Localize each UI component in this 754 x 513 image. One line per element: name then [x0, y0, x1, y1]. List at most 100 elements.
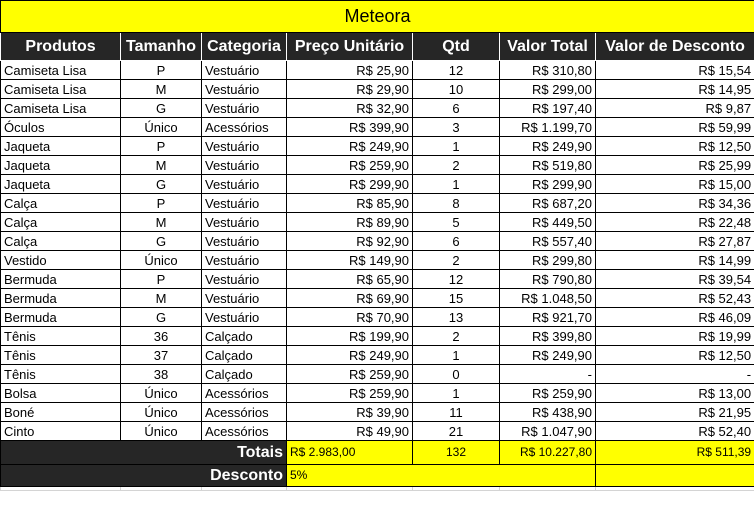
cell-categoria[interactable]: Vestuário	[201, 193, 287, 213]
cell-produto[interactable]: Bermuda	[0, 269, 121, 289]
cell-qtd[interactable]: 1	[412, 383, 500, 403]
cell-preco-unitario[interactable]: R$ 92,90	[286, 231, 413, 251]
cell-produto[interactable]: Tênis	[0, 326, 121, 346]
cell-valor-desconto[interactable]: R$ 15,00	[594, 174, 754, 194]
cell-produto[interactable]: Bermuda	[0, 288, 121, 308]
cell-produto[interactable]: Calça	[0, 231, 121, 251]
cell-produto[interactable]: Tênis	[0, 345, 121, 365]
sheet-title[interactable]: Meteora	[0, 0, 754, 33]
cell-tamanho[interactable]: Único	[120, 383, 202, 403]
cell-produto[interactable]: Bermuda	[0, 307, 121, 327]
cell-preco-unitario[interactable]: R$ 199,90	[286, 326, 413, 346]
cell-preco-unitario[interactable]: R$ 149,90	[286, 250, 413, 270]
cell-produto[interactable]: Calça	[0, 193, 121, 213]
empty-cell[interactable]	[499, 486, 596, 491]
cell-produto[interactable]: Camiseta Lisa	[0, 60, 121, 80]
cell-categoria[interactable]: Calçado	[201, 364, 287, 384]
cell-tamanho[interactable]: P	[120, 60, 202, 80]
cell-valor-total[interactable]: R$ 449,50	[499, 212, 596, 232]
empty-cell[interactable]	[201, 486, 287, 491]
cell-categoria[interactable]: Vestuário	[201, 231, 287, 251]
cell-valor-total[interactable]: R$ 310,80	[499, 60, 596, 80]
empty-cell[interactable]	[120, 486, 202, 491]
cell-produto[interactable]: Jaqueta	[0, 174, 121, 194]
cell-valor-desconto[interactable]: -	[594, 364, 754, 384]
cell-produto[interactable]: Calça	[0, 212, 121, 232]
cell-valor-total[interactable]: R$ 197,40	[499, 98, 596, 118]
cell-tamanho[interactable]: 38	[120, 364, 202, 384]
cell-preco-unitario[interactable]: R$ 70,90	[286, 307, 413, 327]
cell-categoria[interactable]: Vestuário	[201, 174, 287, 194]
totals-valor-total-cell[interactable]: R$ 10.227,80	[499, 440, 596, 465]
cell-valor-desconto[interactable]: R$ 46,09	[594, 307, 754, 327]
cell-categoria[interactable]: Vestuário	[201, 60, 287, 80]
cell-produto[interactable]: Vestido	[0, 250, 121, 270]
header-cell-qtd[interactable]: Qtd	[412, 32, 500, 61]
cell-qtd[interactable]: 1	[412, 345, 500, 365]
cell-preco-unitario[interactable]: R$ 69,90	[286, 288, 413, 308]
cell-produto[interactable]: Óculos	[0, 117, 121, 137]
cell-valor-total[interactable]: R$ 1.048,50	[499, 288, 596, 308]
cell-categoria[interactable]: Acessórios	[201, 402, 287, 422]
cell-valor-desconto[interactable]: R$ 12,50	[594, 345, 754, 365]
cell-tamanho[interactable]: P	[120, 193, 202, 213]
cell-tamanho[interactable]: G	[120, 174, 202, 194]
cell-valor-desconto[interactable]: R$ 19,99	[594, 326, 754, 346]
cell-qtd[interactable]: 2	[412, 326, 500, 346]
cell-qtd[interactable]: 0	[412, 364, 500, 384]
cell-preco-unitario[interactable]: R$ 299,90	[286, 174, 413, 194]
header-cell-preco-unitario[interactable]: Preço Unitário	[286, 32, 413, 61]
cell-tamanho[interactable]: Único	[120, 421, 202, 441]
cell-categoria[interactable]: Vestuário	[201, 98, 287, 118]
cell-qtd[interactable]: 1	[412, 136, 500, 156]
cell-qtd[interactable]: 5	[412, 212, 500, 232]
cell-valor-total[interactable]: R$ 1.047,90	[499, 421, 596, 441]
cell-tamanho[interactable]: 37	[120, 345, 202, 365]
cell-tamanho[interactable]: M	[120, 155, 202, 175]
header-cell-valor-desconto[interactable]: Valor de Desconto	[594, 32, 754, 61]
cell-tamanho[interactable]: G	[120, 231, 202, 251]
cell-valor-desconto[interactable]: R$ 22,48	[594, 212, 754, 232]
cell-valor-desconto[interactable]: R$ 15,54	[594, 60, 754, 80]
empty-cell[interactable]	[412, 486, 500, 491]
cell-produto[interactable]: Camiseta Lisa	[0, 79, 121, 99]
cell-preco-unitario[interactable]: R$ 249,90	[286, 136, 413, 156]
cell-qtd[interactable]: 13	[412, 307, 500, 327]
cell-tamanho[interactable]: G	[120, 98, 202, 118]
cell-categoria[interactable]: Vestuário	[201, 269, 287, 289]
cell-preco-unitario[interactable]: R$ 32,90	[286, 98, 413, 118]
cell-valor-total[interactable]: R$ 299,90	[499, 174, 596, 194]
totals-desconto-cell[interactable]: R$ 511,39	[594, 440, 754, 465]
cell-valor-total[interactable]: R$ 249,90	[499, 136, 596, 156]
cell-valor-total[interactable]: R$ 687,20	[499, 193, 596, 213]
cell-preco-unitario[interactable]: R$ 249,90	[286, 345, 413, 365]
cell-valor-desconto[interactable]: R$ 59,99	[594, 117, 754, 137]
cell-preco-unitario[interactable]: R$ 259,90	[286, 155, 413, 175]
cell-valor-total[interactable]: R$ 299,80	[499, 250, 596, 270]
cell-valor-desconto[interactable]: R$ 39,54	[594, 269, 754, 289]
cell-tamanho[interactable]: M	[120, 79, 202, 99]
cell-preco-unitario[interactable]: R$ 85,90	[286, 193, 413, 213]
cell-tamanho[interactable]: Único	[120, 402, 202, 422]
cell-preco-unitario[interactable]: R$ 39,90	[286, 402, 413, 422]
cell-categoria[interactable]: Acessórios	[201, 421, 287, 441]
cell-categoria[interactable]: Calçado	[201, 326, 287, 346]
cell-valor-desconto[interactable]: R$ 27,87	[594, 231, 754, 251]
empty-cell[interactable]	[286, 486, 413, 491]
totals-qtd-cell[interactable]: 132	[412, 440, 500, 465]
cell-qtd[interactable]: 10	[412, 79, 500, 99]
cell-tamanho[interactable]: G	[120, 307, 202, 327]
cell-tamanho[interactable]: P	[120, 269, 202, 289]
cell-valor-desconto[interactable]: R$ 14,99	[594, 250, 754, 270]
cell-valor-total[interactable]: -	[499, 364, 596, 384]
cell-valor-total[interactable]: R$ 249,90	[499, 345, 596, 365]
cell-categoria[interactable]: Calçado	[201, 345, 287, 365]
cell-preco-unitario[interactable]: R$ 65,90	[286, 269, 413, 289]
cell-valor-desconto[interactable]: R$ 52,40	[594, 421, 754, 441]
cell-valor-desconto[interactable]: R$ 13,00	[594, 383, 754, 403]
cell-categoria[interactable]: Vestuário	[201, 136, 287, 156]
cell-produto[interactable]: Boné	[0, 402, 121, 422]
cell-qtd[interactable]: 8	[412, 193, 500, 213]
cell-qtd[interactable]: 21	[412, 421, 500, 441]
cell-valor-total[interactable]: R$ 790,80	[499, 269, 596, 289]
